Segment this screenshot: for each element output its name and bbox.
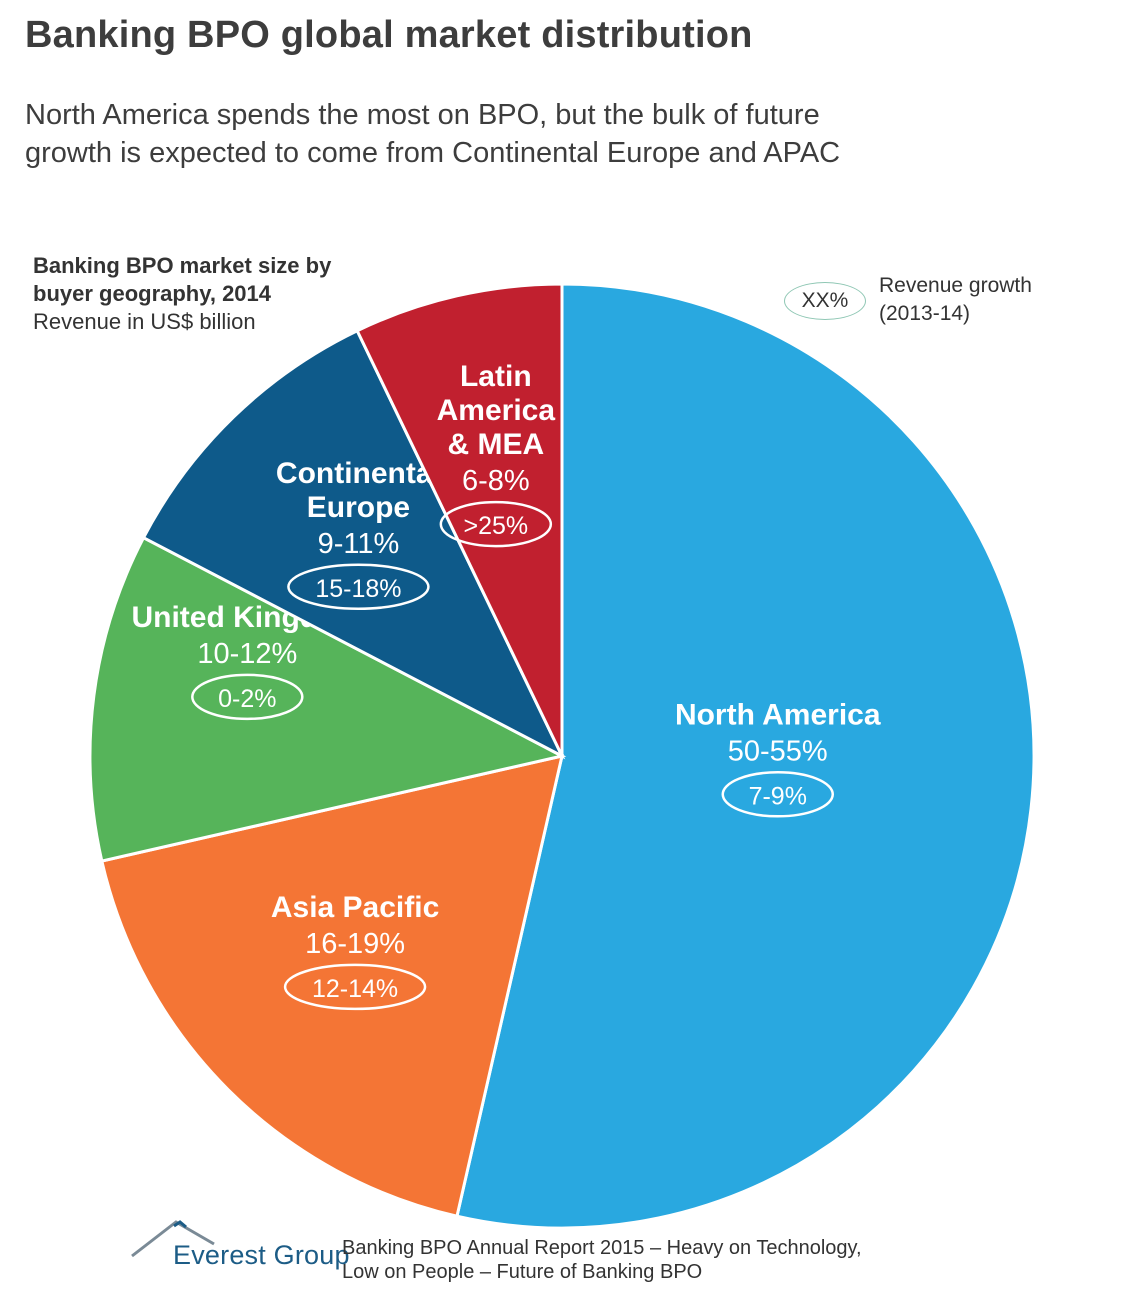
slice-share-asia-pacific: 16-19%	[305, 928, 405, 960]
growth-label-asia-pacific: 12-14%	[312, 975, 398, 1003]
slice-share-united-kingdom: 10-12%	[197, 638, 297, 670]
growth-label-continental-europe: 15-18%	[315, 575, 401, 603]
growth-label-latin-america-mea: >25%	[464, 512, 529, 540]
slice-share-continental-europe: 9-11%	[318, 528, 400, 560]
source-note: Banking BPO Annual Report 2015 – Heavy o…	[342, 1236, 862, 1284]
everest-logo-text: Everest Group	[173, 1240, 350, 1270]
source-line-1: Banking BPO Annual Report 2015 – Heavy o…	[342, 1237, 862, 1259]
slice-label-continental-europe-line-2: Europe	[307, 491, 410, 524]
subtitle-line-2: growth is expected to come from Continen…	[25, 137, 841, 169]
growth-label-united-kingdom: 0-2%	[218, 685, 276, 713]
slice-north-america	[455, 282, 1036, 1230]
legend-text: Revenue growth (2013-14)	[879, 272, 1032, 328]
slice-label-latin-america-mea-line-2: America	[437, 394, 556, 427]
subtitle-line-1: North America spends the most on BPO, bu…	[25, 99, 820, 131]
slice-latin-america-mea	[355, 282, 564, 757]
slice-label-asia-pacific-line-1: Asia Pacific	[271, 891, 439, 924]
caption-unit: Revenue in US$ billion	[33, 309, 256, 334]
slice-united-kingdom	[88, 535, 567, 863]
slice-label-continental-europe-line-1: Continental	[276, 457, 441, 490]
growth-label-north-america: 7-9%	[749, 782, 807, 810]
legend-oval: XX%	[784, 282, 866, 320]
slice-share-latin-america-mea: 6-8%	[462, 465, 530, 497]
slice-share-north-america: 50-55%	[728, 735, 828, 767]
page-subtitle: North America spends the most on BPO, bu…	[25, 96, 1085, 172]
everest-mountain-icon	[131, 1220, 215, 1258]
slice-asia-pacific	[100, 754, 564, 1218]
growth-oval-asia-pacific	[283, 963, 427, 1011]
caption-line-2: buyer geography, 2014	[33, 281, 272, 306]
growth-oval-latin-america-mea	[439, 500, 553, 548]
chart-caption: Banking BPO market size by buyer geograp…	[33, 252, 331, 336]
source-line-2: Low on People – Future of Banking BPO	[342, 1261, 703, 1283]
slice-label-north-america-line-1: North America	[675, 698, 881, 731]
slice-continental-europe	[141, 328, 566, 760]
growth-oval-united-kingdom	[191, 673, 304, 721]
slice-label-latin-america-mea-line-3: & MEA	[447, 428, 544, 461]
slice-label-latin-america-mea-line-1: Latin	[460, 360, 532, 393]
legend-text-line-2: (2013-14)	[879, 302, 971, 325]
page-title: Banking BPO global market distribution	[25, 14, 753, 56]
growth-oval-north-america	[721, 771, 835, 818]
caption-line-1: Banking BPO market size by	[33, 253, 332, 278]
growth-oval-continental-europe	[287, 563, 430, 611]
legend-text-line-1: Revenue growth	[879, 274, 1032, 297]
